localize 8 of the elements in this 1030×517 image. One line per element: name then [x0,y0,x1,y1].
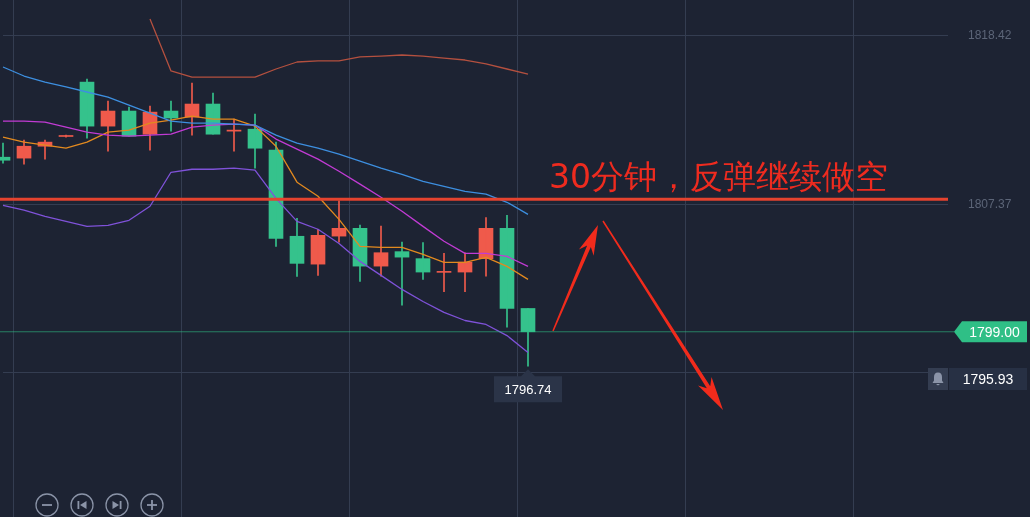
y-tick-label: 1818.42 [968,28,1012,43]
text: 30分钟，反弹继续做空 [549,157,888,196]
candlestick [58,134,74,138]
text: 1795.93 [962,370,1014,387]
annotation: 1796.74 [504,381,552,397]
y-tick-label: 1807.37 [968,196,1012,211]
ref-line-label: 1799.00 [969,323,1021,340]
candlestick [436,252,452,293]
